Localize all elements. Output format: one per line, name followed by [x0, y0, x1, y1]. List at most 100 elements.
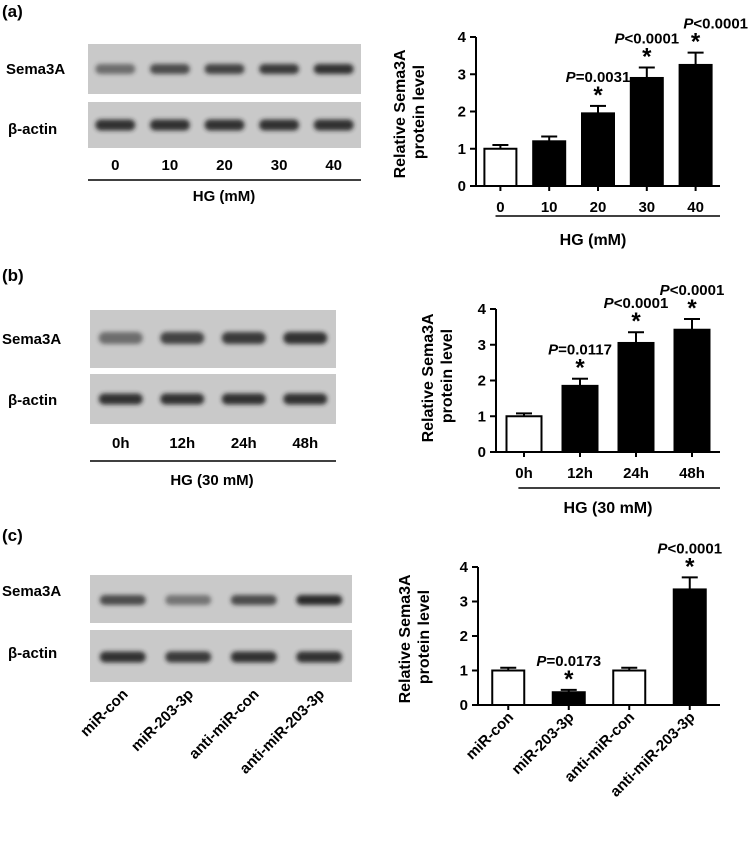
blot-a-band-actin-0 [95, 119, 136, 131]
blot-b-bands [98, 332, 328, 405]
chart-a-xtick-label-0: 0 [496, 199, 504, 216]
chart-a-pvalue-30: P<0.0001 [614, 31, 679, 48]
blot-c-band-actin-anti-mir-203-3p [296, 651, 343, 663]
chart-a-pvalue-20: P=0.0031 [566, 69, 631, 86]
chart-c-xtick-label-mir-con: miR-con [463, 709, 517, 763]
blot-a-lane-label-40: 40 [325, 157, 342, 174]
chart-a-pvalue-40: P<0.0001 [683, 16, 748, 33]
chart-a-bar-30 [629, 76, 664, 187]
blot-b-lane-labels: 0h 12h 24h 48h [112, 435, 318, 452]
blot-c-band-actin-mir-203-3p [165, 651, 212, 663]
chart-c-pvalue-p-mir-203-3p: P [536, 653, 547, 670]
blot-b-band-actin-48h [283, 393, 328, 405]
chart-b-bar-12h [561, 384, 599, 453]
chart-b-pvalue-text-24h: <0.0001 [614, 295, 669, 312]
blot-c-band-actin-mir-con [99, 651, 146, 663]
chart-b-xtick-label-0h: 0h [515, 465, 533, 482]
panel-label-a: (a) [2, 2, 23, 21]
chart-b-ylabel: Relative Sema3A protein level [420, 310, 456, 443]
blot-a-band-sema3a-40 [313, 64, 354, 74]
blot-b-band-actin-24h [221, 393, 266, 405]
blot-a-band-sema3a-30 [259, 64, 300, 74]
chart-c-ytick-label-2: 2 [460, 628, 468, 645]
blot-b-band-sema3a-48h [283, 332, 328, 344]
blot-a-band-sema3a-10 [149, 64, 190, 74]
chart-a-ytick-label-3: 3 [458, 66, 466, 83]
chart-a-pvalue-text-30: <0.0001 [624, 31, 679, 48]
blot-a-band-sema3a-0 [95, 64, 136, 74]
blot-c-lane-label-mir-con: miR-con [77, 686, 131, 740]
chart-a-star-40: * [691, 29, 701, 56]
chart-b-ytick-label-3: 3 [478, 337, 486, 354]
chart-b-pvalue-p-12h: P [548, 342, 559, 359]
chart-b-pvalue-12h: P=0.0117 [548, 342, 612, 359]
blot-b-band-actin-12h [160, 393, 205, 405]
chart-a-pvalue-p-40: P [683, 16, 694, 33]
chart-c-ytick-label-4: 4 [460, 559, 469, 576]
chart-b-ylabel-line2: protein level [439, 329, 456, 423]
chart-a-xlabel: HG (mM) [560, 232, 627, 249]
blot-c-band-sema3a-mir-203-3p [165, 595, 212, 605]
chart-b-pvalue-24h: P<0.0001 [604, 295, 669, 312]
chart-a-ylabel: Relative Sema3A protein level [392, 46, 428, 179]
blot-c-band-sema3a-anti-mir-203-3p [296, 595, 343, 605]
blot-c: Sema3A β-actin miR-conmiR-203-3panti-miR… [2, 575, 352, 777]
blot-b-row-label-actin: β-actin [8, 392, 57, 409]
blot-a-lane-label-0: 0 [111, 157, 119, 174]
blot-a-lane-label-20: 20 [216, 157, 233, 174]
chart-c-star-anti-mir-203-3p: * [685, 553, 695, 580]
chart-c-bar-anti-mir-con [612, 669, 647, 706]
blot-b-band-sema3a-24h [221, 332, 266, 344]
blot-c-lane-labels: miR-conmiR-203-3panti-miR-conanti-miR-20… [77, 686, 328, 778]
blot-c-row-label-sema3a: Sema3A [2, 583, 61, 600]
chart-b-ytick-label-2: 2 [478, 373, 486, 390]
chart-a-bar-10 [532, 140, 567, 188]
chart-a-xtick-label-40: 40 [687, 199, 704, 216]
chart-b-xtick-label-24h: 24h [623, 465, 649, 482]
chart-b-bar-0h [505, 415, 543, 453]
blot-b-row-label-sema3a: Sema3A [2, 331, 61, 348]
chart-c-bar-mir-203-3p [551, 691, 586, 706]
blot-b-lane-label-0h: 0h [112, 435, 130, 452]
blot-b-group-label: HG (30 mM) [170, 472, 253, 489]
chart-a-pvalue-p-30: P [614, 31, 625, 48]
chart-c-bar-anti-mir-203-3p [672, 588, 707, 706]
chart-a-star-30: * [642, 44, 652, 71]
blot-a-band-actin-10 [149, 119, 190, 131]
blot-a-lane-labels: 0 10 20 30 40 [111, 157, 342, 174]
blot-b-band-sema3a-12h [160, 332, 205, 344]
blot-a-bands [95, 64, 354, 131]
chart-b-pvalue-48h: P<0.0001 [660, 282, 725, 299]
blot-c-band-sema3a-mir-con [99, 595, 146, 605]
chart-b-xlabel: HG (30 mM) [564, 500, 653, 517]
chart-a-ytick-label-2: 2 [458, 104, 466, 121]
chart-c-ylabel-line1: Relative Sema3A [397, 574, 414, 703]
chart-b-ytick-label-1: 1 [478, 408, 486, 425]
blot-b-lane-label-24h: 24h [231, 435, 257, 452]
blot-a-row-label-actin: β-actin [8, 121, 57, 138]
chart-a-xtick-label-10: 10 [541, 199, 558, 216]
chart-b-xtick-label-48h: 48h [679, 465, 705, 482]
chart-b-pvalue-p-48h: P [660, 282, 671, 299]
chart-c-pvalue-mir-203-3p: P=0.0173 [536, 653, 601, 670]
blot-c-band-actin-anti-mir-con [230, 651, 277, 663]
blot-c-bands [99, 595, 343, 663]
blot-a-lane-label-30: 30 [271, 157, 288, 174]
chart-b-ytick-label-0: 0 [478, 444, 486, 461]
chart-b-bar-24h [617, 341, 655, 453]
chart-b-star-24h: * [631, 308, 641, 335]
chart-a-ytick-label-4: 4 [458, 29, 467, 46]
chart-c-bar-mir-con [491, 669, 526, 706]
blot-a-band-actin-20 [204, 119, 245, 131]
chart-b-pvalue-text-12h: =0.0117 [558, 342, 612, 359]
blot-a-band-actin-40 [313, 119, 354, 131]
chart-c-ytick-label-1: 1 [460, 663, 468, 680]
chart-c-ylabel: Relative Sema3A protein level [397, 571, 433, 704]
chart-a-ylabel-line1: Relative Sema3A [392, 49, 409, 178]
blot-b-band-sema3a-0h [98, 332, 143, 344]
blot-a-band-sema3a-20 [204, 64, 245, 74]
